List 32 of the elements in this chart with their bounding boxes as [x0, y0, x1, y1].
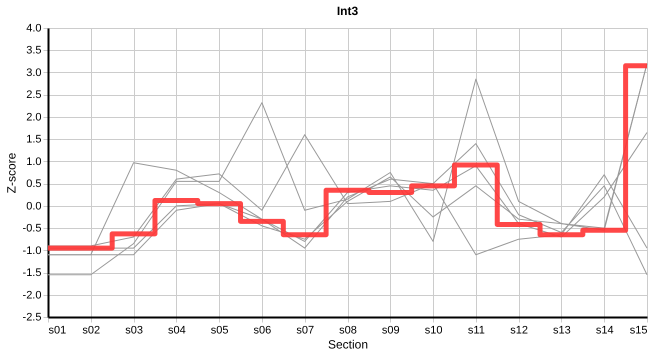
y-tick-label: 1.0 [26, 156, 42, 168]
y-tick-label: 3.0 [26, 66, 42, 79]
x-tick-label: s03 [125, 324, 143, 336]
y-tick-label: 0.0 [26, 200, 42, 212]
chart-title: Int3 [336, 4, 358, 18]
x-tick-label: s15 [630, 324, 648, 336]
x-tick-label: s06 [254, 324, 272, 336]
x-tick-label: s04 [168, 324, 186, 336]
x-tick-label: s07 [296, 324, 314, 336]
y-tick-label: -0.5 [22, 222, 42, 235]
x-tick-label: s13 [553, 324, 571, 336]
x-tick-label: s14 [596, 324, 614, 336]
x-tick-label: s02 [82, 324, 100, 336]
y-tick-label: -1.0 [22, 244, 42, 257]
x-axis-title: Section [328, 338, 368, 352]
y-tick-label: 4.0 [26, 22, 42, 34]
y-tick-label: 2.5 [26, 89, 42, 102]
x-tick-label: s11 [468, 324, 485, 336]
y-axis-title: Z-score [4, 152, 19, 194]
x-tick-label: s01 [48, 324, 66, 336]
x-tick-label: s10 [424, 324, 442, 336]
y-tick-label: -1.5 [22, 267, 42, 280]
y-tick-label: 3.5 [26, 44, 42, 57]
x-tick-label: s05 [210, 324, 229, 336]
y-tick-label: 2.0 [26, 111, 42, 124]
x-tick-label: s12 [510, 324, 528, 336]
y-tick-label: -2.5 [22, 312, 42, 324]
x-tick-label: s08 [339, 324, 357, 336]
y-tick-label: 0.5 [26, 178, 42, 190]
x-tick-label: s09 [382, 324, 400, 336]
y-tick-label: -2.0 [22, 289, 42, 302]
y-tick-label: 1.5 [26, 134, 42, 146]
